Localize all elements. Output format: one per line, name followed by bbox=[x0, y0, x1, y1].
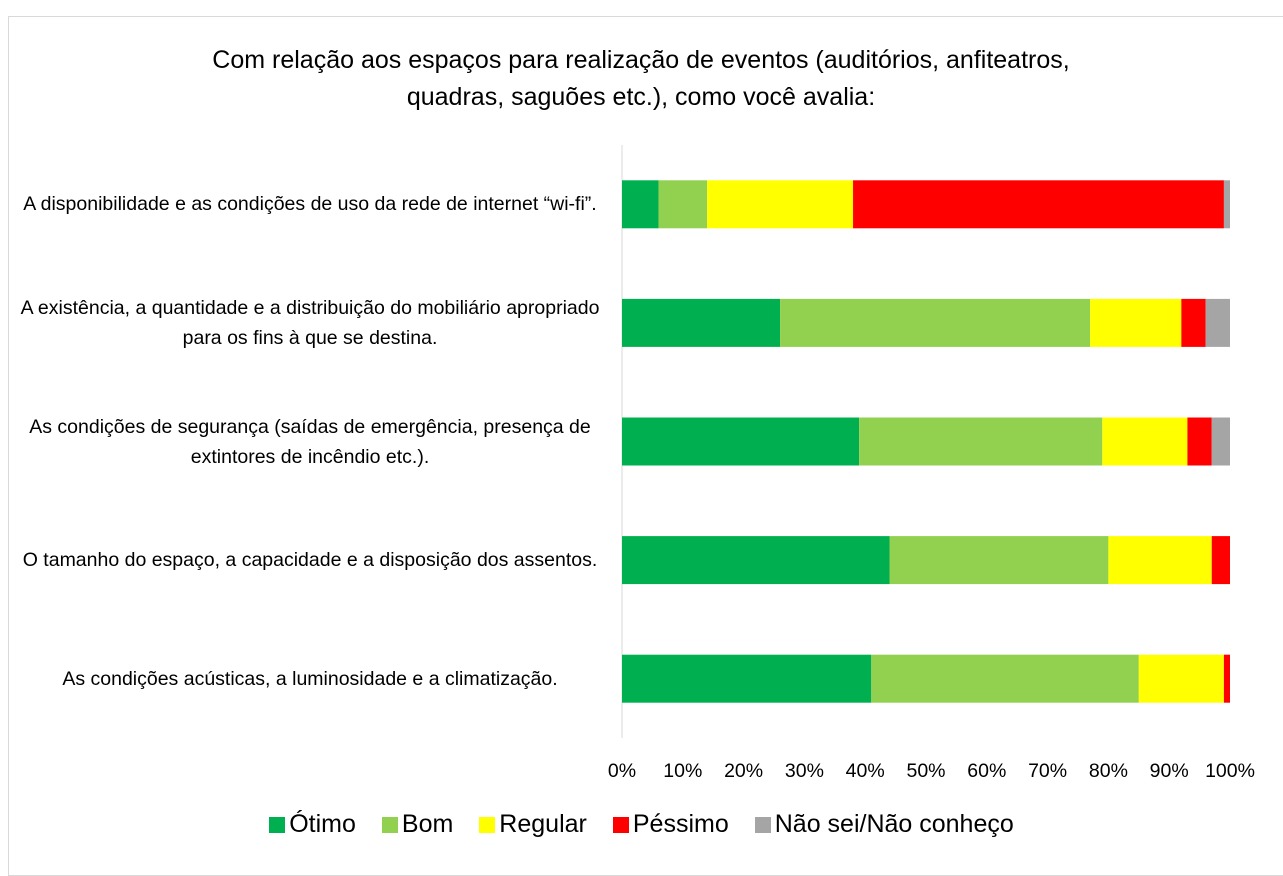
x-tick-label: 30% bbox=[784, 760, 824, 782]
y-tick-label: A disponibilidade e as condições de uso … bbox=[23, 193, 597, 216]
legend-item: Péssimo bbox=[612, 810, 729, 839]
legend-label: Não sei/Não conheço bbox=[774, 810, 1014, 838]
x-tick-label: 70% bbox=[1028, 760, 1068, 782]
legend-swatch bbox=[381, 816, 398, 833]
x-tick-label: 10% bbox=[663, 760, 703, 782]
bar-segment bbox=[622, 298, 781, 347]
bar-segment bbox=[622, 180, 659, 229]
bar-segment bbox=[889, 536, 1109, 585]
bar-segment bbox=[1211, 417, 1230, 466]
bar-segment bbox=[1138, 654, 1224, 703]
y-tick-label: O tamanho do espaço, a capacidade e a di… bbox=[22, 549, 598, 572]
x-tick-label: 0% bbox=[607, 760, 637, 782]
y-tick-label: A existência, a quantidade e a distribui… bbox=[20, 296, 600, 349]
bar-segment bbox=[1205, 298, 1230, 347]
bar-segment bbox=[1211, 536, 1230, 585]
bar-segment bbox=[871, 654, 1139, 703]
bar-segment bbox=[1108, 536, 1212, 585]
legend-item: Não sei/Não conheço bbox=[754, 810, 1014, 839]
bar-segment bbox=[1187, 417, 1212, 466]
bar-segment bbox=[853, 180, 1224, 229]
legend-item: Regular bbox=[479, 810, 587, 839]
legend-label: Bom bbox=[401, 810, 454, 838]
x-tick-label: 50% bbox=[906, 760, 946, 782]
legend-item: Ótimo bbox=[269, 810, 356, 839]
y-tick-label: As condições acústicas, a luminosidade e… bbox=[62, 667, 558, 690]
bar-segment bbox=[1102, 417, 1188, 466]
legend-swatch bbox=[479, 816, 496, 833]
legend-swatch bbox=[754, 816, 771, 833]
bar-segment bbox=[1223, 654, 1230, 703]
chart-title: Com relação aos espaços para realização … bbox=[212, 46, 1070, 111]
bar-segment bbox=[622, 536, 890, 585]
bar-segment bbox=[707, 180, 854, 229]
bar-segment bbox=[658, 180, 708, 229]
legend-swatch bbox=[269, 816, 286, 833]
legend-label: Péssimo bbox=[632, 810, 729, 838]
y-tick-label: As condições de segurança (saídas de eme… bbox=[29, 415, 591, 468]
legend-label: Ótimo bbox=[289, 810, 356, 838]
bar-segment bbox=[622, 417, 860, 466]
legend-item: Bom bbox=[381, 810, 454, 839]
legend-swatch bbox=[612, 816, 629, 833]
bar-segment bbox=[780, 298, 1091, 347]
x-tick-label: 90% bbox=[1149, 760, 1189, 782]
legend-label: Regular bbox=[499, 810, 587, 838]
bar-segment bbox=[622, 654, 872, 703]
bar-segment bbox=[1181, 298, 1206, 347]
x-tick-label: 80% bbox=[1088, 760, 1128, 782]
x-tick-label: 40% bbox=[845, 760, 885, 782]
x-tick-label: 20% bbox=[724, 760, 764, 782]
bar-segment bbox=[1090, 298, 1182, 347]
bar-segment bbox=[859, 417, 1103, 466]
x-tick-label: 100% bbox=[1205, 760, 1255, 782]
bar-segment bbox=[1223, 180, 1230, 229]
legend: Ótimo Bom Regular Péssimo Não sei/Não conheç… bbox=[0, 810, 1283, 839]
x-tick-label: 60% bbox=[967, 760, 1007, 782]
